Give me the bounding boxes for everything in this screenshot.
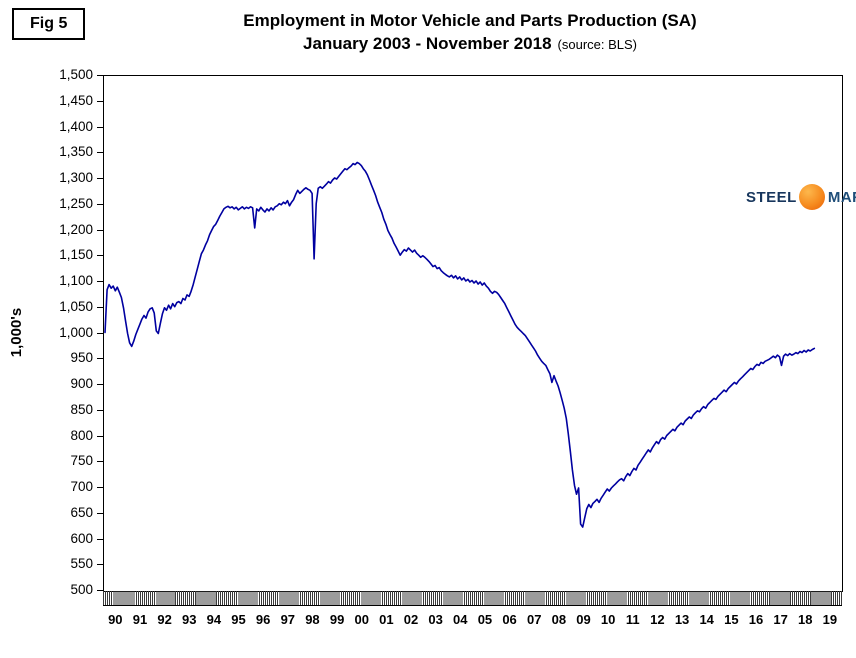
x-tick-label: 11 bbox=[625, 612, 640, 627]
y-tick-label: 600 bbox=[70, 530, 103, 548]
x-tick-label: 02 bbox=[403, 612, 419, 627]
x-tick-label: 06 bbox=[502, 612, 517, 627]
y-tick-label: 1,350 bbox=[59, 143, 103, 161]
x-tick-label: 16 bbox=[748, 612, 764, 627]
x-tick-label: 90 bbox=[108, 612, 123, 627]
x-axis-tick-labels: 90 91 92 93 94 95 96 97 98 99 00 01 02 03 04 05 06 07 08 09… bbox=[103, 612, 842, 627]
y-tick-label: 550 bbox=[70, 555, 103, 573]
employment-line-svg bbox=[104, 161, 816, 528]
x-tick-label: 13 bbox=[674, 612, 690, 627]
x-tick-label: 08 bbox=[551, 612, 567, 627]
chart-subtitle: January 2003 - November 2018 (source: BLS… bbox=[110, 33, 830, 56]
x-tick-label: 15 bbox=[724, 612, 739, 627]
figure-label: Fig 5 bbox=[12, 8, 86, 40]
plot-area: STEEL MARKET UPDATE bbox=[103, 75, 856, 592]
x-axis-minor-ticks bbox=[103, 591, 842, 606]
y-tick-label: 1,000 bbox=[59, 324, 103, 342]
chart-subtitle-dates: January 2003 - November 2018 bbox=[302, 33, 552, 53]
x-tick-label: 09 bbox=[576, 612, 591, 627]
x-tick-label: 96 bbox=[255, 612, 271, 627]
y-tick-label: 1,050 bbox=[59, 298, 103, 316]
x-tick-label: 07 bbox=[526, 612, 542, 627]
y-tick-label: 500 bbox=[70, 581, 103, 599]
x-tick-label: 12 bbox=[650, 612, 665, 627]
x-tick-label: 93 bbox=[182, 612, 197, 627]
y-tick-label: 900 bbox=[70, 375, 103, 393]
y-tick-label: 1,150 bbox=[59, 246, 103, 264]
x-tick-label: 19 bbox=[822, 612, 838, 627]
x-tick-label: 91 bbox=[132, 612, 148, 627]
source-label: (source: BLS) bbox=[557, 36, 638, 52]
x-tick-label: 99 bbox=[329, 612, 345, 627]
y-tick-label: 650 bbox=[70, 504, 103, 522]
y-tick-label: 1,100 bbox=[59, 272, 103, 290]
chart-header: Employment in Motor Vehicle and Parts Pr… bbox=[110, 10, 830, 56]
y-tick-label: 800 bbox=[70, 427, 103, 445]
logo-market-text: MARKET bbox=[827, 188, 856, 206]
x-tick-label: 01 bbox=[379, 612, 394, 627]
x-tick-label: 10 bbox=[600, 612, 616, 627]
y-tick-label: 1,400 bbox=[59, 118, 103, 136]
x-tick-label: 03 bbox=[428, 612, 443, 627]
x-tick-label: 97 bbox=[280, 612, 296, 627]
x-tick-label: 18 bbox=[798, 612, 813, 627]
y-tick-label: 850 bbox=[70, 401, 103, 419]
y-tick-label: 1,250 bbox=[59, 195, 103, 213]
x-tick-label: 92 bbox=[157, 612, 172, 627]
y-tick-label: 700 bbox=[70, 478, 103, 496]
x-tick-label: 05 bbox=[477, 612, 493, 627]
x-tick-label: 14 bbox=[699, 612, 714, 627]
y-tick-label: 1,450 bbox=[59, 92, 103, 110]
logo-steel-text: STEEL bbox=[746, 188, 797, 206]
y-tick-label: 750 bbox=[70, 452, 103, 470]
y-axis-tick-labels: 1,500 1,450 1,400 1,350 1,300 1,250 1,200 1,150… bbox=[28, 66, 103, 599]
x-tick-label: 17 bbox=[773, 612, 788, 627]
y-tick-label: 1,300 bbox=[59, 169, 103, 187]
y-tick-label: 1,500 bbox=[59, 66, 103, 84]
smu-logo: STEEL MARKET UPDATE bbox=[746, 182, 856, 212]
x-tick-label: 00 bbox=[354, 612, 369, 627]
x-tick-label: 95 bbox=[231, 612, 246, 627]
x-tick-label: 94 bbox=[206, 612, 222, 627]
y-tick-label: 1,200 bbox=[59, 221, 103, 239]
chart-title: Employment in Motor Vehicle and Parts Pr… bbox=[243, 11, 697, 30]
x-tick-label: 04 bbox=[453, 612, 468, 627]
logo-circle-icon bbox=[798, 184, 825, 210]
x-tick-label: 98 bbox=[305, 612, 320, 627]
y-tick-label: 950 bbox=[70, 349, 103, 367]
